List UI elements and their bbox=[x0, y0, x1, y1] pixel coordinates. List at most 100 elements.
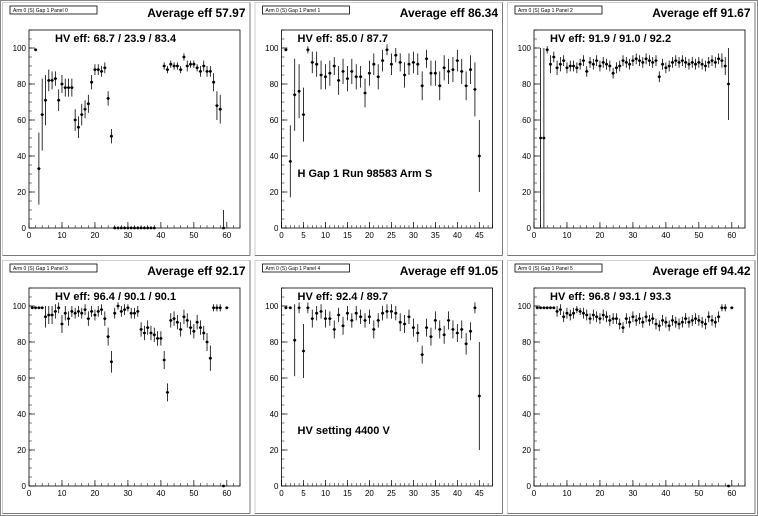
data-point bbox=[152, 327, 156, 342]
data-marker bbox=[359, 315, 363, 319]
data-point bbox=[726, 484, 731, 488]
y-tick-label: 40 bbox=[522, 152, 531, 161]
data-marker bbox=[73, 311, 77, 315]
histogram-tab bbox=[262, 5, 350, 15]
x-tick-label: 50 bbox=[694, 231, 703, 240]
data-marker bbox=[225, 306, 229, 310]
histogram-tab-label: Arm 0 (S) Gap 1 Panel 1 bbox=[266, 8, 321, 14]
data-marker bbox=[611, 71, 615, 75]
data-point bbox=[50, 306, 54, 324]
data-point bbox=[136, 226, 140, 230]
data-marker bbox=[684, 317, 688, 320]
data-marker bbox=[86, 102, 90, 106]
data-point bbox=[293, 304, 297, 377]
data-point bbox=[66, 311, 71, 326]
data-point bbox=[182, 53, 186, 61]
data-point bbox=[221, 484, 226, 488]
data-marker bbox=[60, 322, 64, 326]
data-marker bbox=[539, 136, 542, 140]
data-point bbox=[306, 46, 310, 54]
data-marker bbox=[195, 66, 199, 70]
data-marker bbox=[455, 331, 459, 335]
data-point bbox=[558, 57, 562, 72]
data-marker bbox=[110, 134, 113, 138]
data-marker bbox=[572, 64, 575, 68]
data-point bbox=[172, 62, 176, 70]
data-point bbox=[86, 94, 90, 113]
data-marker bbox=[288, 306, 292, 310]
data-point bbox=[545, 306, 549, 310]
data-point bbox=[119, 306, 123, 317]
data-marker bbox=[429, 71, 433, 75]
data-marker bbox=[657, 324, 661, 328]
data-point bbox=[644, 53, 648, 65]
data-marker bbox=[70, 310, 74, 313]
data-marker bbox=[363, 91, 367, 95]
data-point bbox=[700, 316, 704, 328]
panel-title: Average eff 91.67 bbox=[652, 6, 751, 20]
data-point bbox=[674, 316, 678, 328]
data-marker bbox=[376, 75, 380, 79]
data-point bbox=[70, 306, 74, 317]
data-point bbox=[195, 64, 199, 72]
data-point bbox=[571, 60, 576, 72]
data-marker bbox=[136, 226, 140, 230]
y-tick-label: 20 bbox=[17, 446, 26, 455]
panel-title: Average eff 94.42 bbox=[652, 264, 751, 278]
data-marker bbox=[385, 310, 389, 313]
data-point bbox=[460, 58, 464, 84]
data-marker bbox=[720, 59, 724, 62]
data-point bbox=[618, 60, 622, 72]
data-marker bbox=[608, 319, 612, 322]
data-point bbox=[315, 306, 319, 321]
data-marker bbox=[70, 86, 74, 89]
data-point bbox=[713, 316, 717, 328]
data-point bbox=[446, 311, 451, 330]
data-marker bbox=[129, 311, 133, 315]
data-marker bbox=[169, 319, 173, 322]
data-point bbox=[185, 60, 189, 72]
x-tick-label: 20 bbox=[90, 231, 99, 240]
data-point bbox=[394, 48, 398, 63]
data-marker bbox=[319, 73, 323, 77]
data-marker bbox=[704, 322, 707, 326]
data-marker bbox=[315, 311, 319, 315]
panel-border bbox=[2, 2, 251, 256]
data-marker bbox=[139, 226, 143, 230]
data-point bbox=[149, 226, 153, 230]
data-point bbox=[73, 307, 77, 319]
data-marker bbox=[535, 306, 539, 310]
data-point bbox=[568, 60, 572, 72]
data-point bbox=[555, 60, 559, 75]
x-tick-label: 0 bbox=[27, 489, 32, 498]
data-point bbox=[581, 55, 586, 66]
data-marker bbox=[57, 306, 61, 310]
data-marker bbox=[677, 322, 681, 326]
x-tick-label: 20 bbox=[365, 489, 374, 498]
data-marker bbox=[549, 62, 552, 66]
data-point bbox=[460, 320, 464, 339]
data-point bbox=[385, 304, 389, 319]
data-marker bbox=[608, 64, 612, 68]
data-point bbox=[363, 313, 367, 328]
data-point bbox=[90, 75, 94, 90]
x-tick-label: 40 bbox=[453, 489, 462, 498]
data-point bbox=[697, 57, 701, 68]
data-point bbox=[381, 49, 385, 72]
y-tick-label: 60 bbox=[522, 374, 531, 383]
data-point bbox=[205, 66, 209, 77]
data-point bbox=[126, 226, 130, 230]
data-marker bbox=[83, 308, 87, 311]
data-point bbox=[687, 58, 691, 70]
histogram-tab-label: Arm 0 (S) Gap 1 Panel 0 bbox=[13, 8, 68, 14]
data-marker bbox=[455, 59, 459, 62]
data-marker bbox=[654, 59, 658, 62]
data-point bbox=[565, 62, 569, 74]
data-point bbox=[667, 60, 671, 72]
data-marker bbox=[60, 82, 64, 86]
data-marker bbox=[284, 306, 288, 310]
data-point bbox=[33, 306, 38, 310]
data-point bbox=[175, 62, 179, 70]
data-point bbox=[179, 66, 183, 74]
data-marker bbox=[185, 64, 189, 68]
